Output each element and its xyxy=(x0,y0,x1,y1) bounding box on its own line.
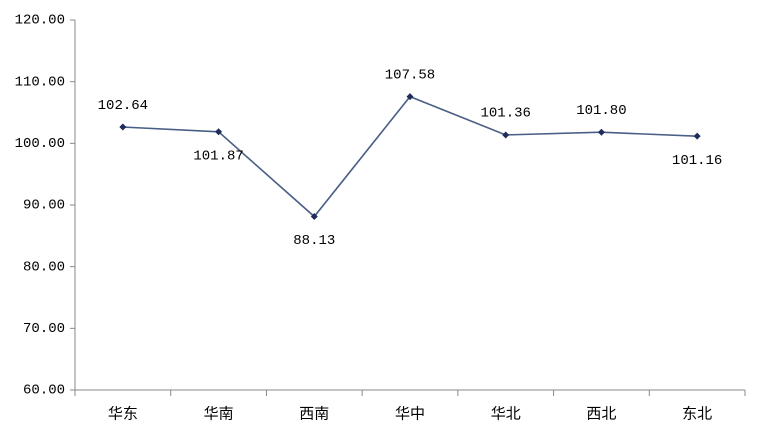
y-tick-label: 100.00 xyxy=(15,136,65,152)
data-point xyxy=(502,131,510,139)
data-label: 101.87 xyxy=(193,149,243,165)
y-tick-label: 70.00 xyxy=(23,321,65,337)
data-label: 101.80 xyxy=(576,103,626,119)
y-tick-label: 120.00 xyxy=(15,13,65,29)
x-tick-label: 华东 xyxy=(108,405,138,423)
y-tick-label: 80.00 xyxy=(23,259,65,275)
data-point xyxy=(215,128,223,136)
x-tick-label: 华中 xyxy=(395,405,425,423)
data-point xyxy=(597,128,605,136)
x-tick-label: 东北 xyxy=(682,405,712,423)
data-label: 101.16 xyxy=(672,153,722,169)
y-tick-label: 110.00 xyxy=(15,74,65,90)
y-tick-label: 60.00 xyxy=(23,383,65,399)
y-tick-label: 90.00 xyxy=(23,198,65,214)
data-point xyxy=(310,213,318,221)
data-point xyxy=(119,123,127,131)
data-point xyxy=(693,132,701,140)
data-label: 102.64 xyxy=(98,98,148,114)
x-tick-label: 西南 xyxy=(299,405,329,423)
data-label: 88.13 xyxy=(293,233,335,249)
data-point xyxy=(406,93,414,101)
x-tick-label: 华南 xyxy=(204,405,234,423)
data-label: 101.36 xyxy=(481,106,531,122)
data-label: 107.58 xyxy=(385,67,435,83)
x-tick-label: 西北 xyxy=(586,405,616,423)
x-tick-label: 华北 xyxy=(491,405,521,423)
